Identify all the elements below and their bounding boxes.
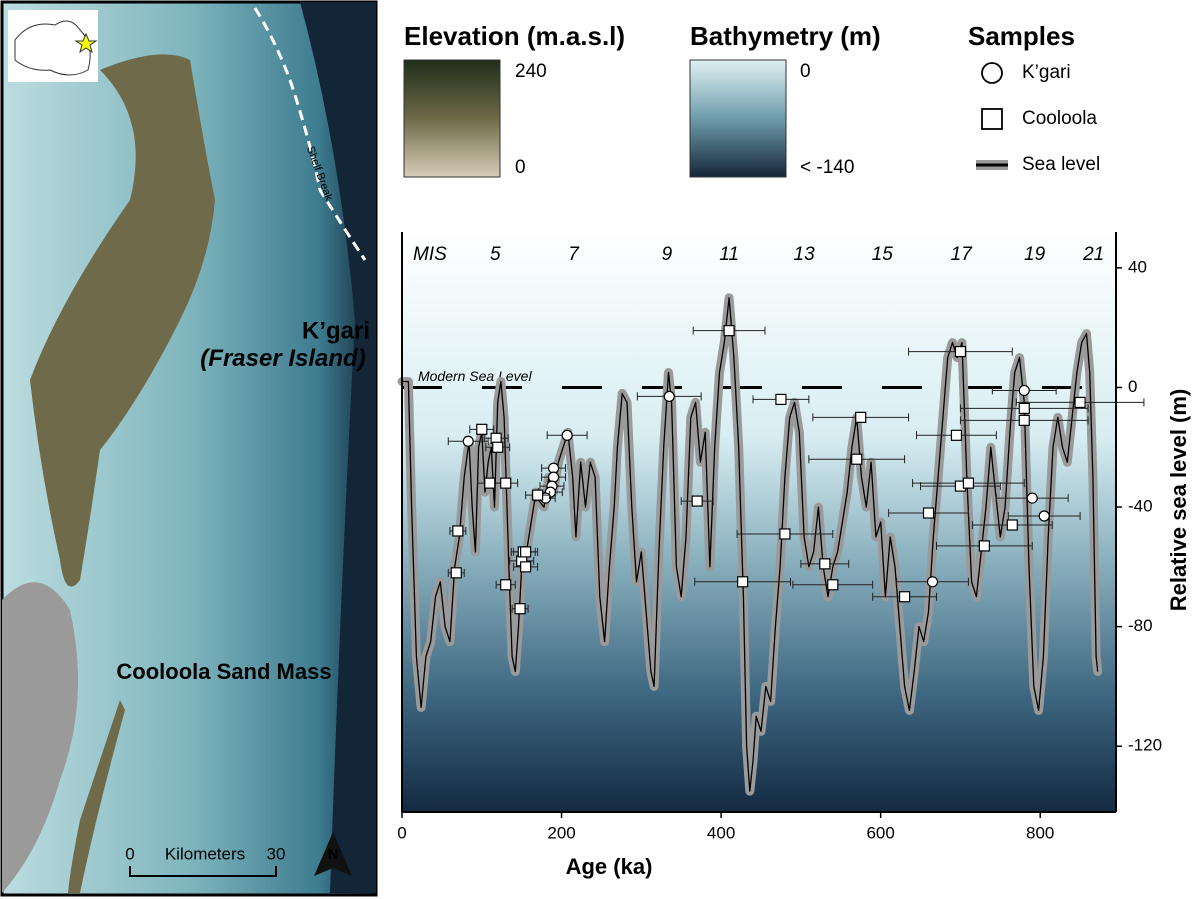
x-tick-label: 200	[547, 823, 575, 842]
cooloola-sample	[978, 540, 990, 552]
y-tick-label: -40	[1128, 497, 1153, 516]
bathymetry-min: < -140	[800, 157, 854, 178]
cooloola-sample	[737, 576, 749, 588]
x-tick-label: 400	[707, 823, 735, 842]
bathymetry-title: Bathymetry (m)	[690, 21, 881, 51]
cooloola-sample	[1074, 396, 1086, 409]
legend-label: Cooloola	[1022, 108, 1097, 129]
island-sublabel-text: (Fraser Island)	[200, 345, 365, 372]
cooloola-sample	[484, 477, 496, 489]
island	[30, 54, 215, 587]
y-tick-label: 0	[1128, 377, 1137, 396]
legend-marker	[981, 108, 1003, 130]
y-tick-label: -120	[1128, 736, 1162, 755]
legend-label: K’gari	[1022, 62, 1071, 83]
modern-sea-level-label: Modern Sea Level	[418, 368, 533, 384]
cooloola	[68, 700, 125, 893]
cooloola-sample	[476, 423, 488, 435]
scale-bar	[129, 866, 277, 877]
cooloola-sample	[691, 495, 703, 507]
cooloola-sample	[898, 591, 911, 603]
x-tick-label: 800	[1026, 823, 1054, 842]
mainland	[2, 582, 78, 893]
australia	[14, 20, 91, 76]
x-axis-label: Age (ka)	[566, 854, 653, 879]
mis-label: 17	[951, 244, 974, 265]
north-label: N	[328, 846, 339, 863]
mis-label: 15	[872, 244, 894, 265]
samples-title: Samples	[968, 21, 1075, 51]
cooloola-sample	[775, 393, 787, 406]
cooloola-sample	[514, 603, 526, 615]
cooloola-sample	[851, 453, 863, 465]
scale-max: 30	[267, 844, 286, 863]
x-tick-label: 0	[397, 823, 406, 842]
mis-label: MIS	[413, 244, 447, 265]
deep-ocean	[300, 2, 376, 893]
kgari-sample	[926, 576, 939, 588]
cooloola-sample	[922, 507, 935, 519]
scale-min: 0	[125, 844, 134, 863]
kgari-sample	[561, 429, 573, 441]
kgari-sample	[663, 390, 675, 403]
cooloola-sample	[950, 429, 963, 441]
cooloola-sample	[954, 345, 967, 358]
legend-label: Sea level	[1022, 154, 1100, 175]
x-tick-label: 600	[866, 823, 894, 842]
cooloola-sample	[520, 561, 532, 573]
elevation-ramp	[403, 59, 501, 178]
cooloola-sample	[1018, 414, 1030, 426]
cooloola-sample	[827, 579, 839, 591]
mis-label: 13	[794, 244, 816, 265]
mis-label: 7	[568, 244, 580, 265]
cooloola-sample	[500, 477, 512, 489]
kgari-sample	[462, 435, 474, 447]
kgari-sample	[1038, 510, 1050, 522]
cooloola-sample	[1006, 519, 1018, 531]
cooloola-sample	[452, 525, 464, 537]
y-tick-label: -80	[1128, 616, 1153, 635]
bathymetry-max: 0	[800, 61, 811, 82]
location-star	[74, 32, 98, 54]
y-tick-label: 40	[1128, 257, 1147, 276]
island-sublabel: (Fraser Island)	[200, 345, 365, 372]
kgari-sample	[1026, 492, 1038, 504]
shelf-break	[253, 7, 367, 261]
mis-label: 5	[490, 244, 501, 265]
cooloola-sample	[819, 558, 831, 570]
mis-label: 21	[1082, 244, 1104, 265]
cooloola-sample	[532, 489, 544, 501]
mis-label: 19	[1024, 244, 1046, 265]
map: K’gari (Fraser Island) Cooloola Sand Mas…	[0, 0, 378, 897]
cooloola-sample	[855, 411, 867, 423]
cooloola-sample	[450, 567, 462, 579]
kgari-sample	[1018, 384, 1030, 397]
mis-label: 11	[719, 244, 739, 265]
cooloola-sample	[520, 546, 532, 558]
y-axis-label: Relative sea level (m)	[1166, 389, 1191, 612]
elevation-title: Elevation (m.a.s.l)	[404, 21, 625, 51]
elevation-max: 240	[515, 61, 547, 82]
cooloola-sample	[1018, 402, 1030, 414]
kgari-sample	[547, 471, 560, 483]
scale-title: Kilometers	[165, 844, 245, 863]
legend-marker	[981, 62, 1003, 84]
cooloola-sample	[962, 477, 975, 489]
island-label: K’gari	[302, 317, 370, 344]
cooloola-sample	[500, 579, 512, 591]
bathymetry-ramp	[689, 59, 787, 178]
mis-label: 9	[662, 244, 673, 265]
cooloola-label: Cooloola Sand Mass	[116, 659, 331, 684]
elevation-min: 0	[515, 157, 526, 178]
north-arrow	[314, 832, 352, 876]
cooloola-sample	[723, 325, 735, 337]
cooloola-sample	[492, 441, 504, 453]
cooloola-sample	[779, 528, 791, 540]
